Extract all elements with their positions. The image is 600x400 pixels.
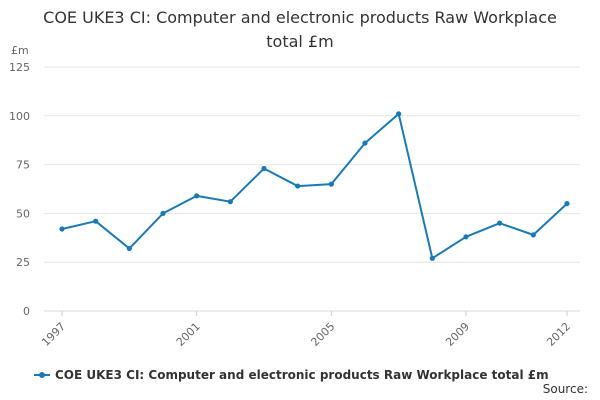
y-tick-label: 100 xyxy=(9,110,30,123)
data-point xyxy=(93,218,99,224)
data-point xyxy=(126,245,132,252)
series-line xyxy=(61,112,568,260)
data-point xyxy=(362,140,368,146)
source-label: Source: xyxy=(542,382,588,396)
data-point xyxy=(463,234,469,240)
data-point xyxy=(59,226,65,232)
legend-swatch xyxy=(34,369,50,381)
chart-title: COE UKE3 CI: Computer and electronic pro… xyxy=(43,8,557,51)
legend-label: COE UKE3 CI: Computer and electronic pro… xyxy=(55,368,549,382)
y-tick-label: 50 xyxy=(16,207,30,220)
x-tick-label: 1997 xyxy=(39,320,68,349)
data-point xyxy=(429,255,435,261)
x-tick-label: 2001 xyxy=(174,320,203,349)
y-tick-label: 125 xyxy=(9,61,30,74)
data-point xyxy=(328,181,334,187)
data-point xyxy=(160,210,166,216)
x-tick-label: 2009 xyxy=(443,320,472,349)
y-axis-label: £m xyxy=(11,44,29,57)
data-point xyxy=(564,201,570,207)
y-tick-label: 0 xyxy=(23,305,30,318)
data-point xyxy=(227,199,233,205)
y-tick-label: 75 xyxy=(16,159,30,172)
x-tick-label: 2005 xyxy=(308,320,337,349)
data-point xyxy=(295,183,301,189)
data-point xyxy=(194,193,200,199)
data-point xyxy=(261,165,267,172)
data-point xyxy=(497,220,503,226)
y-tick-label: 25 xyxy=(16,256,30,269)
data-point xyxy=(396,111,402,117)
x-tick-label: 2012 xyxy=(544,320,573,349)
chart-legend[interactable]: COE UKE3 CI: Computer and electronic pro… xyxy=(34,366,549,384)
data-point xyxy=(530,232,536,238)
legend-marker xyxy=(39,372,45,378)
